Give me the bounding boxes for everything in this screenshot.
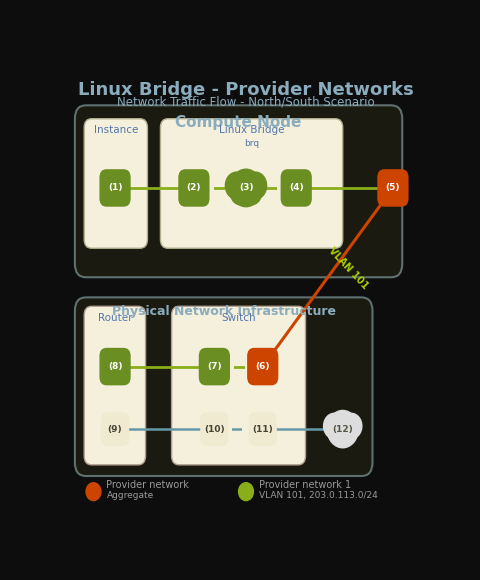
Circle shape (329, 422, 348, 444)
Text: Physical Network Infrastructure: Physical Network Infrastructure (112, 306, 336, 318)
Circle shape (327, 411, 358, 448)
Text: Linux Bridge: Linux Bridge (219, 125, 284, 135)
Text: (6): (6) (255, 362, 270, 371)
Text: Linux Bridge - Provider Networks: Linux Bridge - Provider Networks (78, 81, 414, 99)
FancyBboxPatch shape (249, 412, 277, 446)
Text: (11): (11) (252, 425, 273, 434)
FancyBboxPatch shape (377, 169, 408, 206)
Text: (8): (8) (108, 362, 122, 371)
Text: (4): (4) (289, 183, 303, 193)
Circle shape (230, 180, 251, 205)
Text: (9): (9) (108, 425, 122, 434)
Circle shape (226, 172, 248, 199)
FancyBboxPatch shape (247, 348, 278, 385)
Text: (7): (7) (207, 362, 222, 371)
Text: (3): (3) (239, 183, 253, 193)
FancyBboxPatch shape (101, 412, 129, 446)
FancyBboxPatch shape (75, 298, 372, 476)
Circle shape (86, 483, 101, 501)
Text: (12): (12) (332, 425, 353, 434)
Text: (10): (10) (204, 425, 225, 434)
Circle shape (239, 483, 253, 501)
Circle shape (338, 422, 357, 444)
Text: VLAN 101: VLAN 101 (326, 245, 370, 291)
FancyBboxPatch shape (75, 106, 402, 277)
FancyBboxPatch shape (172, 306, 305, 465)
FancyBboxPatch shape (178, 169, 210, 206)
FancyBboxPatch shape (99, 348, 131, 385)
Text: Switch: Switch (221, 313, 256, 323)
Circle shape (236, 182, 256, 205)
Text: (2): (2) (187, 183, 201, 193)
Text: Router: Router (97, 313, 132, 323)
FancyBboxPatch shape (160, 119, 343, 248)
Circle shape (341, 414, 362, 438)
FancyBboxPatch shape (281, 169, 312, 206)
Text: Provider network: Provider network (107, 480, 190, 490)
Text: Aggregate: Aggregate (107, 491, 154, 500)
Text: brq: brq (244, 139, 259, 148)
Text: Compute Node: Compute Node (175, 115, 302, 130)
FancyBboxPatch shape (84, 306, 145, 465)
Circle shape (334, 423, 352, 445)
Text: (1): (1) (108, 183, 122, 193)
Text: (5): (5) (386, 183, 400, 193)
Text: VLAN 101, 203.0.113.0/24: VLAN 101, 203.0.113.0/24 (259, 491, 378, 500)
Circle shape (324, 414, 345, 438)
FancyBboxPatch shape (199, 348, 230, 385)
Circle shape (241, 180, 262, 205)
Text: Network Traffic Flow - North/South Scenario: Network Traffic Flow - North/South Scena… (117, 96, 375, 108)
Circle shape (244, 172, 266, 199)
FancyBboxPatch shape (84, 119, 147, 248)
FancyBboxPatch shape (99, 169, 131, 206)
Circle shape (230, 169, 262, 206)
FancyBboxPatch shape (200, 412, 228, 446)
Text: Instance: Instance (94, 125, 138, 135)
Text: Provider network 1: Provider network 1 (259, 480, 351, 490)
